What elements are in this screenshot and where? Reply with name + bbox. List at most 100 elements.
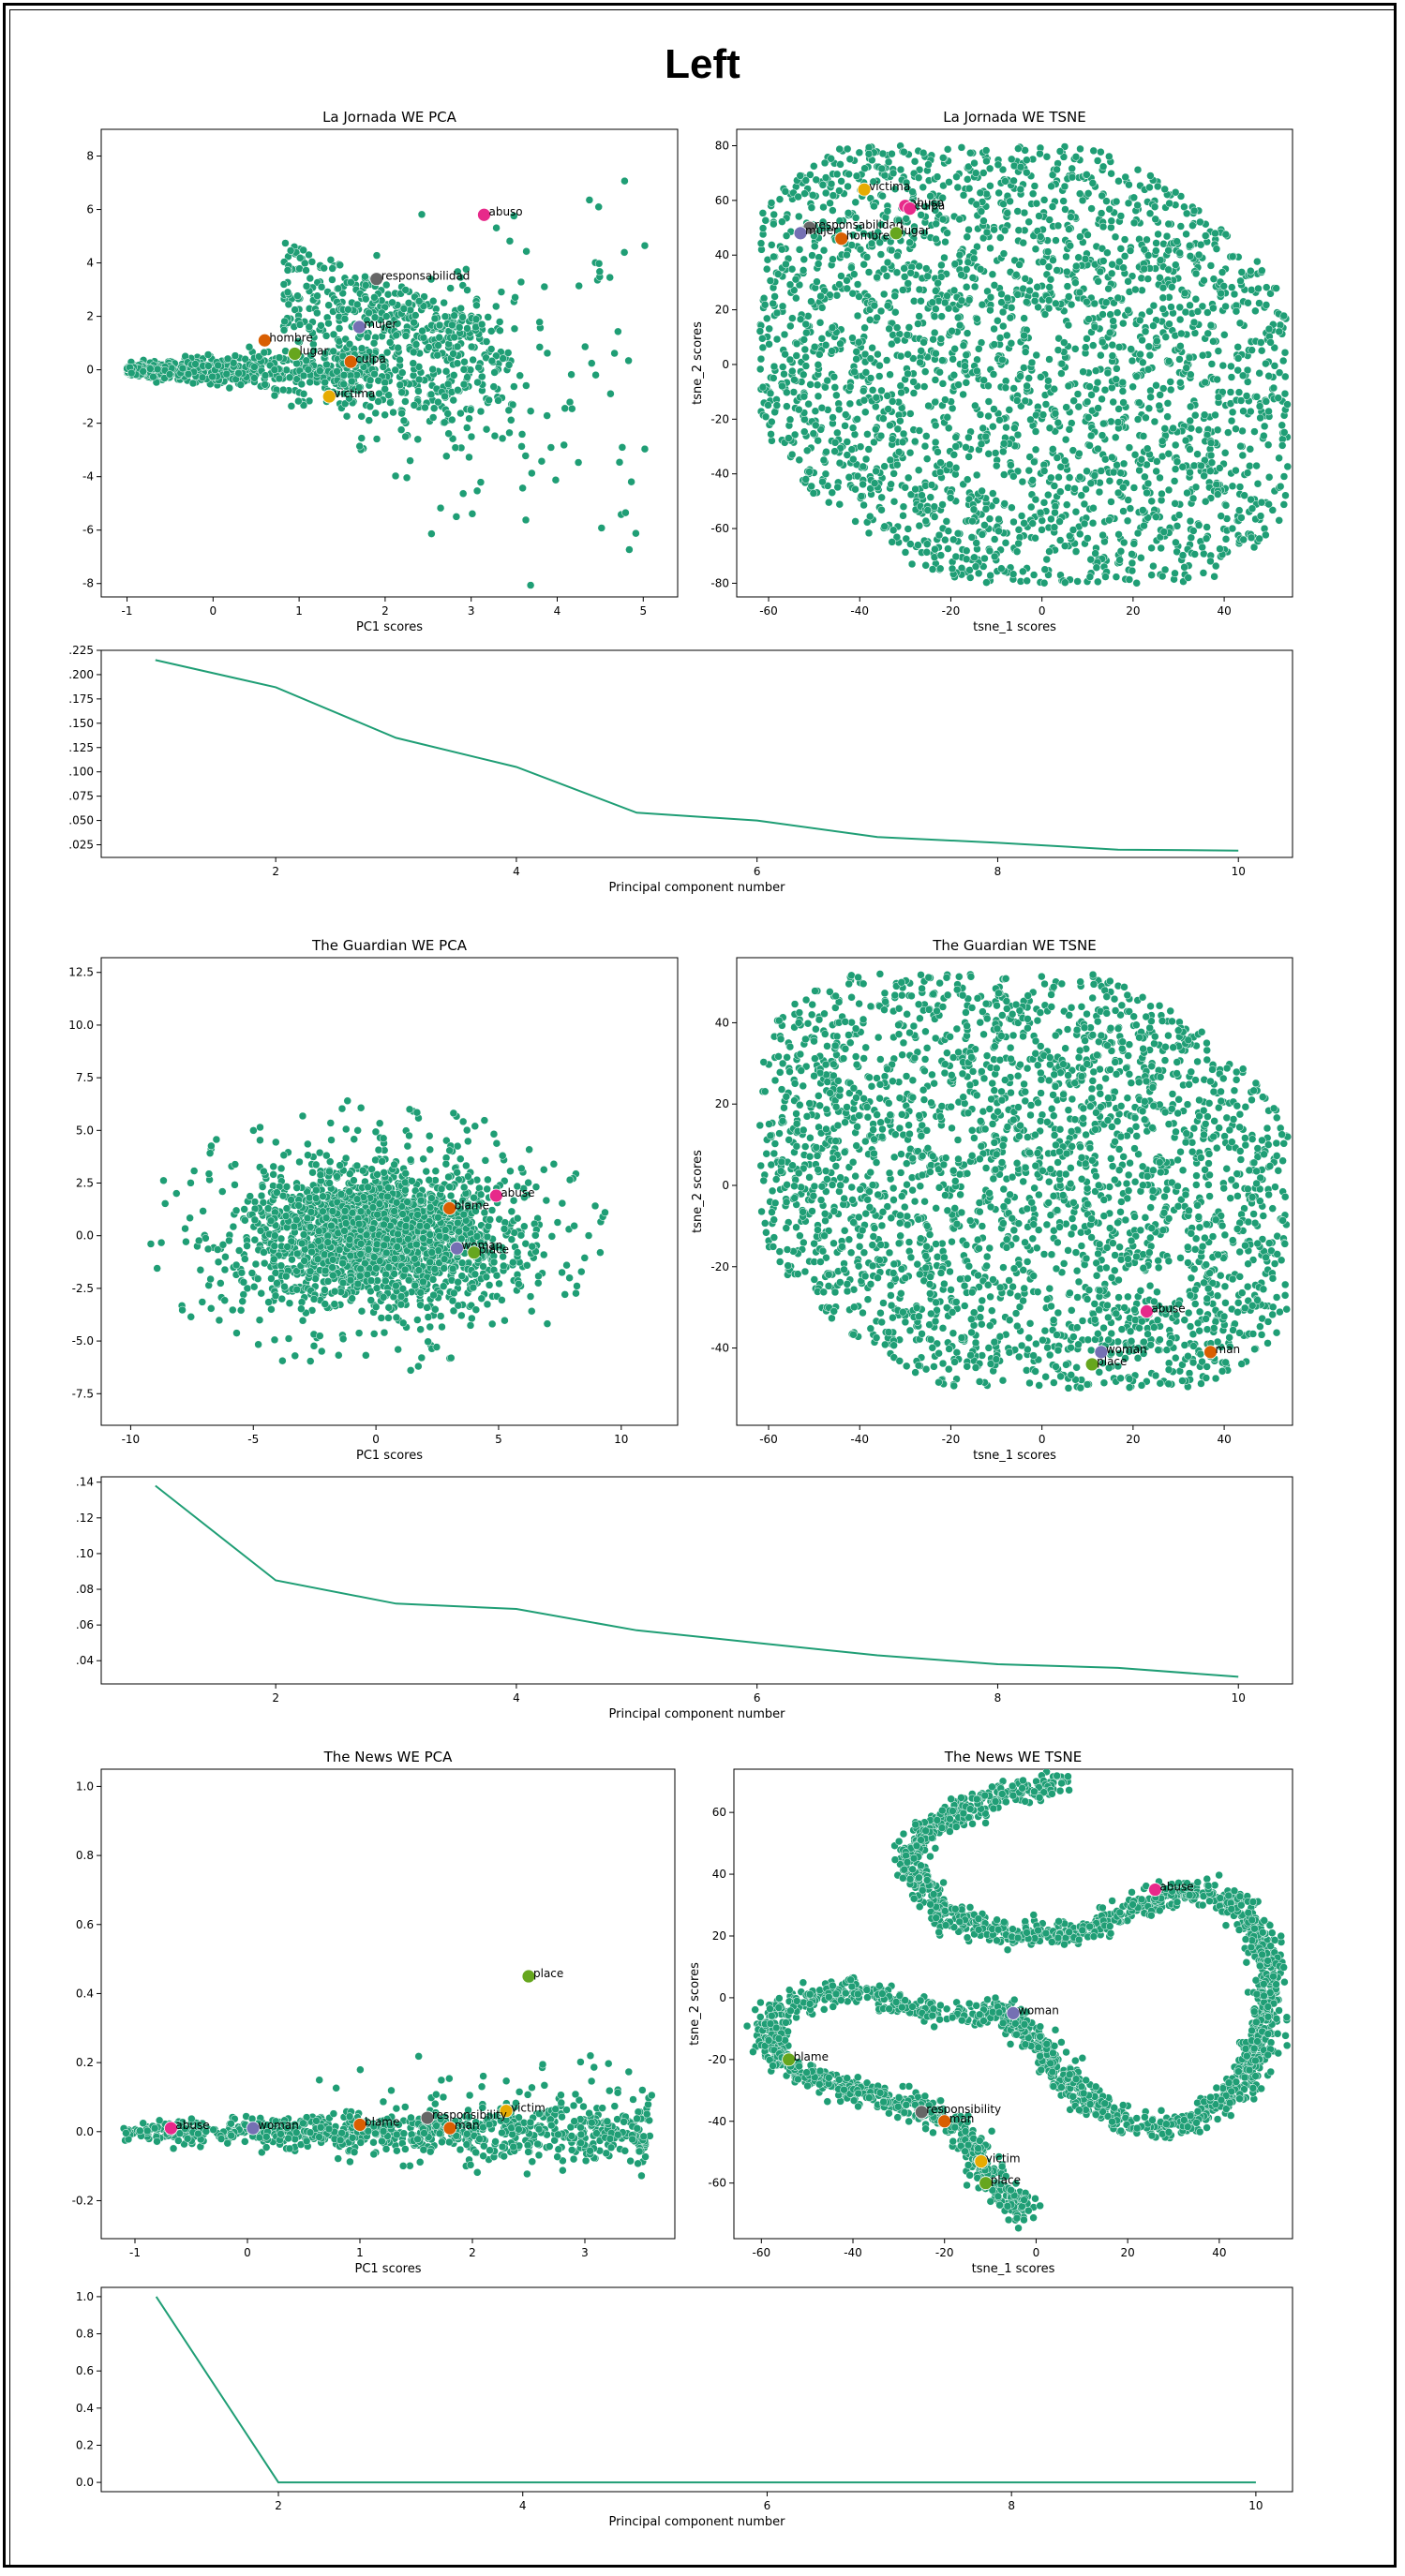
scatter-point bbox=[627, 477, 635, 486]
scatter-point bbox=[920, 367, 930, 376]
scatter-point bbox=[1193, 450, 1202, 458]
scatter-point bbox=[992, 461, 1001, 470]
scatter-point bbox=[543, 411, 551, 420]
scatter-point bbox=[1233, 343, 1242, 351]
lj-scree-chart: 2 4 6 8 10.025.050.075.100.125.150.175.200.2… bbox=[68, 644, 1293, 895]
scatter-point bbox=[487, 356, 497, 365]
scatter-point bbox=[843, 250, 851, 260]
scatter-point bbox=[1232, 466, 1240, 475]
scatter-point bbox=[1198, 302, 1207, 311]
scatter-point bbox=[1283, 462, 1293, 471]
scatter-point bbox=[1280, 348, 1290, 357]
scatter-point bbox=[1206, 467, 1215, 475]
scatter-point bbox=[812, 175, 821, 185]
scatter-point bbox=[1050, 384, 1058, 394]
scatter-point bbox=[1114, 530, 1123, 539]
scatter-point bbox=[1278, 441, 1287, 450]
scatter-point bbox=[810, 162, 818, 171]
scatter-point bbox=[1094, 277, 1102, 286]
y-tick-label: .125 bbox=[68, 741, 94, 754]
scatter-point bbox=[1186, 468, 1194, 477]
scatter-point bbox=[772, 308, 782, 318]
scatter-point bbox=[821, 173, 830, 182]
scatter-point bbox=[450, 333, 458, 342]
scatter-point bbox=[951, 464, 961, 472]
scatter-point bbox=[815, 253, 823, 261]
scatter-point bbox=[1156, 274, 1164, 282]
scatter-point bbox=[409, 348, 418, 357]
scatter-point bbox=[402, 473, 411, 483]
scatter-point bbox=[1125, 180, 1133, 189]
scatter-point bbox=[1036, 508, 1045, 517]
scatter-point bbox=[999, 447, 1008, 456]
scatter-point bbox=[1147, 571, 1156, 579]
scatter-point bbox=[222, 369, 232, 379]
scatter-point bbox=[165, 370, 174, 379]
scatter-point bbox=[859, 386, 868, 395]
scatter-point bbox=[880, 522, 889, 531]
scatter-point bbox=[815, 350, 824, 359]
scatter-point bbox=[1019, 567, 1027, 576]
scatter-point bbox=[985, 514, 994, 523]
scatter-point bbox=[1209, 337, 1218, 346]
scatter-point bbox=[1206, 320, 1216, 330]
scatter-point bbox=[843, 276, 851, 285]
scatter-point bbox=[1065, 473, 1074, 482]
scatter-point bbox=[336, 261, 344, 270]
scatter-point bbox=[1253, 479, 1263, 488]
scatter-point bbox=[1000, 470, 1009, 479]
scatter-point bbox=[1150, 417, 1159, 426]
scatter-point bbox=[370, 293, 379, 302]
scatter-point bbox=[1063, 282, 1072, 290]
scatter-point bbox=[981, 146, 991, 155]
scatter-point bbox=[1218, 361, 1228, 370]
scatter-point bbox=[957, 143, 966, 152]
scatter-point bbox=[799, 370, 808, 380]
scatter-point bbox=[888, 397, 897, 406]
scatter-point bbox=[866, 484, 874, 493]
scatter-point bbox=[516, 371, 524, 380]
scatter-point bbox=[372, 251, 381, 260]
scatter-point bbox=[469, 355, 477, 365]
scatter-point bbox=[311, 1274, 320, 1283]
scatter-point bbox=[936, 458, 945, 467]
scatter-point bbox=[250, 374, 259, 382]
scatter-point bbox=[976, 410, 985, 419]
y-tick-label: 12.5 bbox=[68, 966, 94, 979]
scatter-point bbox=[823, 376, 831, 385]
scatter-point bbox=[1153, 182, 1162, 191]
scatter-point bbox=[1270, 362, 1279, 370]
scatter-point bbox=[1194, 425, 1203, 435]
scatter-point bbox=[1031, 495, 1040, 504]
scatter-point bbox=[889, 497, 899, 506]
scatter-point bbox=[785, 355, 795, 365]
scatter-point bbox=[900, 147, 908, 156]
scatter-point bbox=[1236, 276, 1245, 286]
scatter-point bbox=[345, 394, 353, 403]
scatter-point bbox=[765, 340, 773, 349]
scatter-point bbox=[401, 432, 410, 441]
scatter-point bbox=[982, 578, 991, 587]
scatter-point bbox=[979, 233, 988, 243]
scatter-point bbox=[1085, 441, 1094, 450]
scatter-point bbox=[1045, 355, 1054, 364]
scatter-point bbox=[1263, 283, 1271, 291]
scatter-point bbox=[295, 1157, 304, 1167]
scatter-point bbox=[936, 335, 946, 343]
scatter-point bbox=[1081, 255, 1090, 263]
scatter-point bbox=[813, 380, 822, 390]
scatter-point bbox=[1173, 547, 1181, 557]
scatter-point bbox=[1066, 531, 1074, 541]
scatter-point bbox=[934, 278, 942, 288]
y-tick-label: -4 bbox=[82, 470, 94, 484]
highlight-label: culpa bbox=[355, 352, 386, 365]
scatter-point bbox=[1020, 331, 1028, 340]
scatter-point bbox=[1128, 550, 1136, 558]
scatter-point bbox=[286, 246, 295, 255]
scatter-point bbox=[297, 380, 306, 389]
scatter-point bbox=[1097, 350, 1105, 360]
scatter-point bbox=[453, 359, 462, 368]
scatter-point bbox=[1046, 275, 1055, 284]
scatter-point bbox=[1176, 342, 1185, 350]
highlight-point bbox=[351, 320, 366, 335]
